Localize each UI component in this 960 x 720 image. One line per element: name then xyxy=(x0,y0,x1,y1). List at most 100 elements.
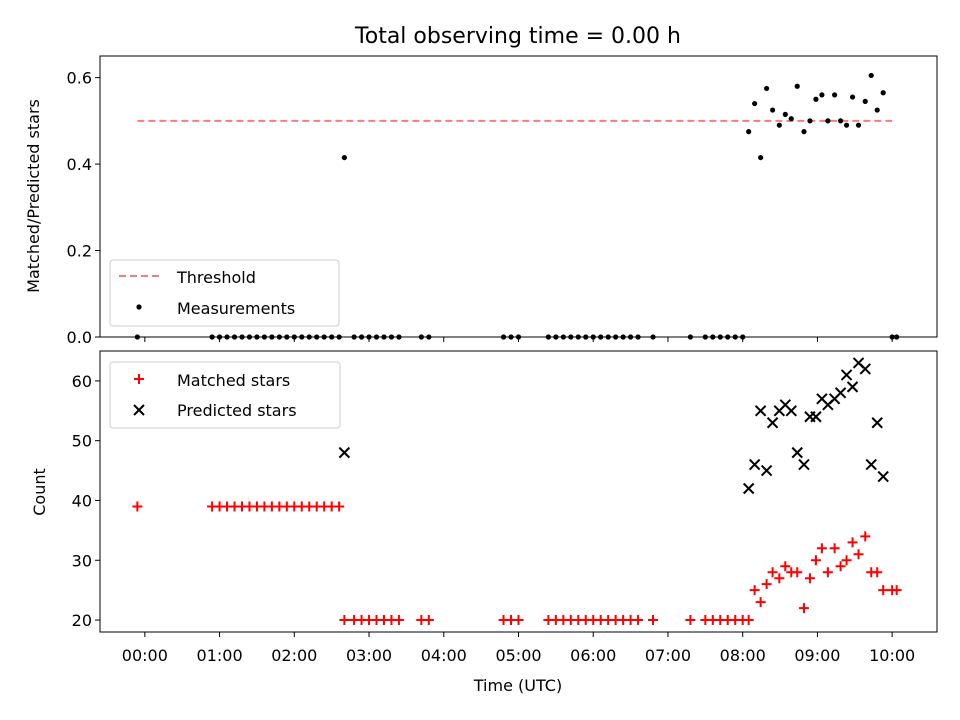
measurement-point xyxy=(807,118,813,124)
top-y-tick-label: 0.2 xyxy=(67,242,92,261)
measurement-point xyxy=(849,94,856,100)
measurement-point xyxy=(832,92,838,98)
predicted-star-point xyxy=(760,464,773,477)
predicted-star-point xyxy=(754,405,767,417)
measurement-point xyxy=(764,85,770,92)
matched-star-point xyxy=(860,531,871,542)
bottom-y-axis-label: Count xyxy=(30,468,49,516)
predicted-star-point xyxy=(877,470,889,483)
matched-star-point xyxy=(761,579,772,590)
matched-star-point xyxy=(423,615,434,626)
measurement-point xyxy=(752,100,758,107)
matched-star-point xyxy=(841,555,852,566)
measurement-point xyxy=(837,118,844,124)
bottom-y-tick-label: 30 xyxy=(72,551,92,570)
matched-star-point xyxy=(774,573,785,584)
predicted-star-point xyxy=(785,405,797,417)
measurement-point xyxy=(855,122,862,128)
legend-threshold-label: Threshold xyxy=(176,268,256,287)
legend-measurements-label: Measurements xyxy=(177,299,295,318)
x-tick-label: 00:00 xyxy=(122,646,168,665)
top-y-axis-label: Matched/Predicted stars xyxy=(24,99,43,293)
matched-star-point xyxy=(743,615,754,626)
x-tick-label: 08:00 xyxy=(720,646,766,665)
bottom-plot-frame xyxy=(99,350,938,633)
matched-star-point xyxy=(339,615,350,626)
measurement-point xyxy=(843,122,850,128)
measurement-point xyxy=(746,129,752,135)
predicted-star-point xyxy=(834,387,847,399)
bottom-legend-box xyxy=(109,361,341,429)
predicted-star-point xyxy=(859,363,871,375)
matched-star-point xyxy=(755,597,766,608)
matched-star-point xyxy=(749,585,760,596)
matched-star-point xyxy=(853,549,864,560)
measurement-point xyxy=(341,154,347,161)
legend-measurements-swatch xyxy=(136,304,142,310)
top-y-tick-label: 0.4 xyxy=(67,155,92,174)
measurement-point xyxy=(801,129,807,135)
matched-star-point xyxy=(767,567,778,578)
x-tick-label: 03:00 xyxy=(346,646,392,665)
predicted-star-point xyxy=(798,458,810,471)
x-tick-label: 10:00 xyxy=(869,646,915,665)
x-tick-label: 05:00 xyxy=(495,646,541,665)
predicted-star-point xyxy=(748,458,761,471)
predicted-star-point xyxy=(871,417,883,429)
chart-title: Total observing time = 0.00 h xyxy=(354,24,681,49)
matched-star-point xyxy=(780,561,791,572)
x-axis-label: Time (UTC) xyxy=(473,676,562,695)
predicted-star-point xyxy=(840,369,853,381)
measurement-point xyxy=(788,116,794,122)
predicted-star-point xyxy=(791,446,803,459)
top-y-tick-label: 0.0 xyxy=(67,328,92,347)
matched-star-point xyxy=(792,567,803,578)
predicted-star-point xyxy=(810,411,822,423)
bottom-plot-area: 20 30 40 50 60 00:00 01:00 02:00 03:00 04:00 05:00… xyxy=(72,350,938,665)
legend-matched-swatch xyxy=(134,374,144,384)
matched-star-point xyxy=(891,585,902,596)
x-tick-label: 01:00 xyxy=(197,646,243,665)
x-tick-label: 02:00 xyxy=(271,646,317,665)
predicted-star-point xyxy=(846,381,859,393)
matched-star-point xyxy=(804,573,815,584)
predicted-star-point xyxy=(742,482,755,495)
top-plot-frame xyxy=(99,55,938,338)
matched-star-point xyxy=(829,543,840,554)
matched-star-point xyxy=(685,615,696,626)
measurement-point xyxy=(868,72,874,79)
legend-predicted-label: Predicted stars xyxy=(177,401,297,420)
bottom-y-tick-label: 60 xyxy=(72,372,92,391)
x-tick-label: 09:00 xyxy=(794,646,840,665)
measurement-point xyxy=(825,118,831,124)
x-tick-label: 07:00 xyxy=(645,646,691,665)
measurement-point xyxy=(813,96,819,102)
matched-star-point xyxy=(810,555,821,566)
x-tick-label: 04:00 xyxy=(421,646,467,665)
predicted-star-point xyxy=(338,446,351,459)
matched-star-point xyxy=(816,543,827,554)
predicted-star-point xyxy=(865,458,877,471)
matched-star-point xyxy=(633,615,644,626)
measurement-point xyxy=(758,154,764,161)
measurement-point xyxy=(782,111,788,117)
legend-matched-label: Matched stars xyxy=(177,371,290,390)
legend-predicted-swatch xyxy=(133,404,145,416)
matched-star-point xyxy=(847,537,858,548)
matched-star-point xyxy=(872,567,883,578)
measurement-point xyxy=(880,90,886,96)
bottom-y-tick-label: 50 xyxy=(72,432,92,451)
matched-star-point xyxy=(334,501,345,512)
matched-star-point xyxy=(648,615,659,626)
x-tick-label: 06:00 xyxy=(570,646,616,665)
measurement-point xyxy=(794,83,800,89)
top-legend-box xyxy=(109,259,340,327)
measurement-point xyxy=(776,122,782,128)
bottom-y-tick-label: 20 xyxy=(72,611,92,630)
predicted-star-point xyxy=(766,417,779,429)
matched-star-point xyxy=(822,567,833,578)
top-plot-area: 0.0 0.2 0.4 0.6 Threshold Measurements xyxy=(67,55,938,347)
measurement-point xyxy=(769,107,776,113)
